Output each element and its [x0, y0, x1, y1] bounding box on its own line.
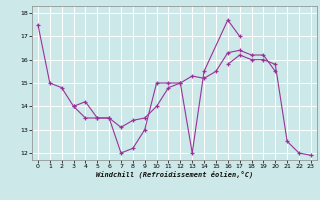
- X-axis label: Windchill (Refroidissement éolien,°C): Windchill (Refroidissement éolien,°C): [96, 171, 253, 178]
